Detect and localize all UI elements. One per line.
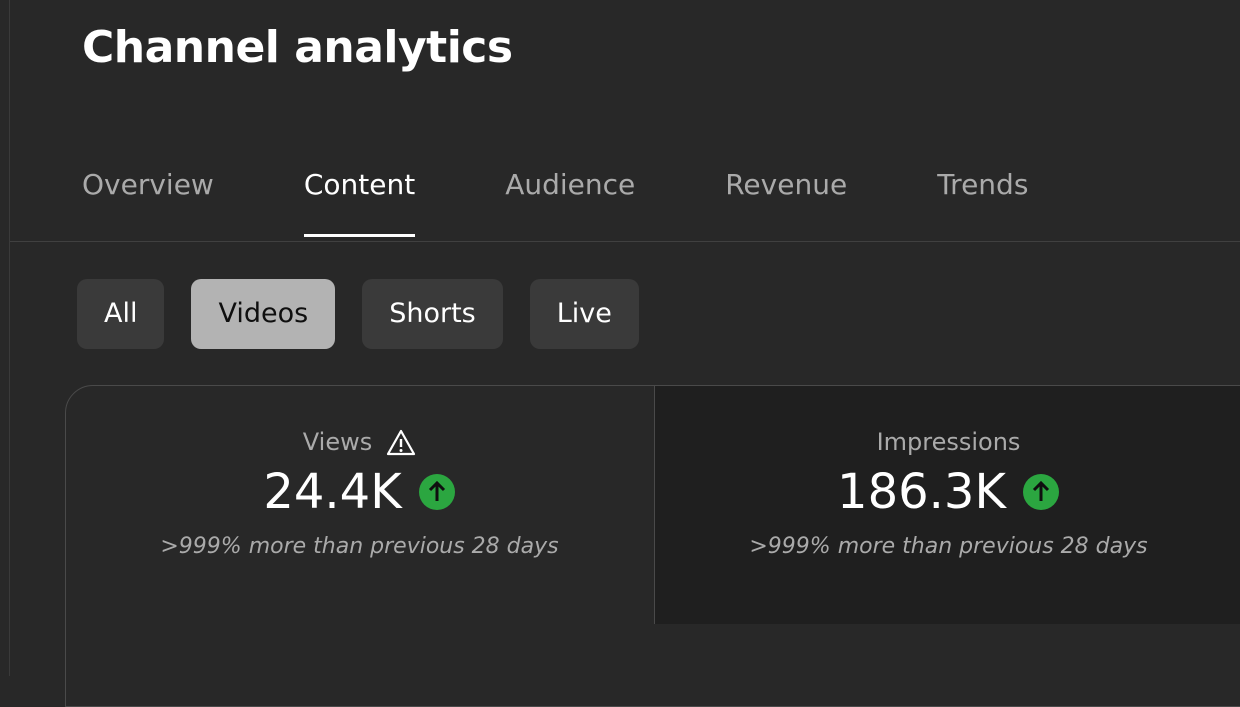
tab-bar: Overview Content Audience Revenue Trends: [82, 168, 1118, 237]
up-arrow-icon: [1022, 474, 1059, 510]
page-title: Channel analytics: [82, 22, 513, 73]
page: Channel analytics Overview Content Audienc…: [9, 0, 1240, 707]
up-arrow-icon: [418, 474, 455, 510]
tab-divider: [10, 241, 1240, 242]
metric-card: Views 24.4K >999% more than previous 28 da…: [65, 385, 1240, 707]
chip-bar: All Videos Shorts Live: [77, 279, 639, 349]
metric-panel[interactable]: Impressions 186.3K >999% more than previou…: [654, 386, 1240, 624]
metric-panel[interactable]: Views 24.4K >999% more than previous 28 da…: [66, 386, 653, 624]
tab[interactable]: Content: [303, 168, 416, 237]
metric-value-row: 24.4K: [66, 464, 653, 520]
metric-value-row: 186.3K: [655, 464, 1240, 520]
metric-comparison: >999% more than previous 28 days: [749, 534, 1148, 559]
side-divider: [9, 0, 10, 676]
metric-label: Views: [302, 428, 373, 456]
metric-label-row: Impressions: [655, 426, 1240, 458]
metric-value: 186.3K: [837, 464, 1006, 520]
warning-icon: [387, 429, 416, 456]
tab[interactable]: Overview: [82, 168, 214, 201]
filter-chip[interactable]: Shorts: [362, 279, 503, 349]
metric-label-row: Views: [66, 426, 653, 458]
tab[interactable]: Audience: [505, 168, 636, 201]
tab[interactable]: Trends: [937, 168, 1029, 201]
filter-chip[interactable]: Live: [529, 279, 639, 349]
filter-chip[interactable]: All: [77, 279, 165, 349]
metric-comparison: >999% more than previous 28 days: [160, 534, 559, 559]
metric-value: 24.4K: [263, 464, 402, 520]
metric-label: Impressions: [876, 428, 1021, 456]
tab[interactable]: Revenue: [725, 168, 848, 201]
filter-chip[interactable]: Videos: [191, 279, 336, 349]
